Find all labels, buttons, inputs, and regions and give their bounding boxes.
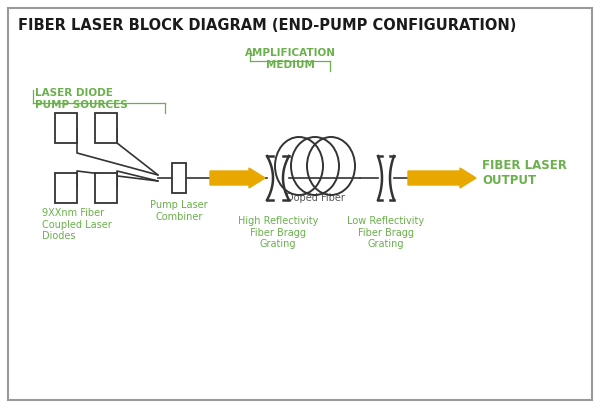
Bar bbox=[55, 173, 77, 203]
Bar bbox=[95, 113, 117, 143]
Bar bbox=[95, 173, 117, 203]
Text: Pump Laser
Combiner: Pump Laser Combiner bbox=[150, 200, 208, 222]
FancyArrow shape bbox=[210, 168, 265, 188]
Bar bbox=[172, 163, 186, 193]
Bar bbox=[55, 113, 77, 143]
Text: FIBER LASER
OUTPUT: FIBER LASER OUTPUT bbox=[482, 159, 567, 187]
Text: AMPLIFICATION
MEDIUM: AMPLIFICATION MEDIUM bbox=[245, 48, 335, 70]
FancyArrow shape bbox=[408, 168, 476, 188]
Text: 9XXnm Fiber
Coupled Laser
Diodes: 9XXnm Fiber Coupled Laser Diodes bbox=[42, 208, 112, 241]
Text: Low Reflectivity
Fiber Bragg
Grating: Low Reflectivity Fiber Bragg Grating bbox=[347, 216, 425, 249]
Text: Doped Fiber: Doped Fiber bbox=[286, 193, 344, 203]
Text: FIBER LASER BLOCK DIAGRAM (END-PUMP CONFIGURATION): FIBER LASER BLOCK DIAGRAM (END-PUMP CONF… bbox=[18, 18, 517, 33]
Text: High Reflectivity
Fiber Bragg
Grating: High Reflectivity Fiber Bragg Grating bbox=[238, 216, 318, 249]
Text: LASER DIODE
PUMP SOURCES: LASER DIODE PUMP SOURCES bbox=[35, 88, 128, 110]
